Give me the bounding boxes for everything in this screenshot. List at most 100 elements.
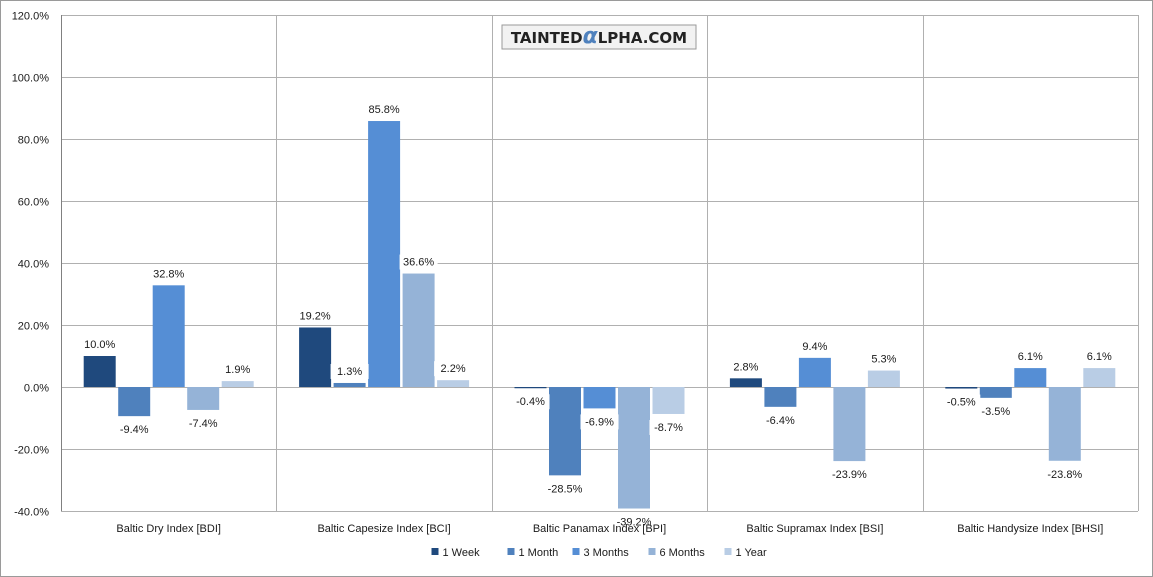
y-tick-label: 40.0% <box>18 259 49 271</box>
data-label: 2.2% <box>441 363 466 375</box>
data-label: -23.8% <box>1047 469 1082 481</box>
category-label: Baltic Handysize Index [BHSI] <box>957 523 1103 535</box>
data-label: -28.5% <box>548 483 583 495</box>
legend-label: 6 Months <box>660 547 706 559</box>
data-label: -6.4% <box>766 415 795 427</box>
data-label: -6.9% <box>585 416 614 428</box>
data-label-bg <box>615 514 653 530</box>
legend-swatch <box>572 548 580 555</box>
data-label: 85.8% <box>368 104 399 116</box>
data-label-bg <box>546 481 584 497</box>
legend-swatch <box>648 548 656 555</box>
bar-6-months <box>618 387 650 509</box>
data-label-bg <box>942 394 981 410</box>
data-label: 2.8% <box>733 361 758 373</box>
data-label-bg <box>399 254 438 270</box>
bar-1-year <box>221 381 254 387</box>
legend-label: 1 Year <box>736 547 768 559</box>
data-label-bg <box>184 415 223 431</box>
bar-3-months <box>798 357 831 387</box>
data-label-bg <box>115 422 154 438</box>
bar-1-month <box>549 387 581 476</box>
grid-layer <box>61 15 1139 512</box>
data-label-bg <box>580 414 619 430</box>
data-label: 9.4% <box>802 341 827 353</box>
category-label: Baltic Capesize Index [BCI] <box>317 523 450 535</box>
data-label: 1.9% <box>225 364 250 376</box>
y-tick-label: 80.0% <box>18 135 49 147</box>
y-tick-label: 20.0% <box>18 321 49 333</box>
legend-swatch <box>724 548 732 555</box>
y-tick-label: 60.0% <box>18 197 49 209</box>
bar-3-months <box>1014 368 1047 387</box>
data-label: 6.1% <box>1018 351 1043 363</box>
data-label-bg <box>1011 349 1050 365</box>
bar-1-week <box>83 356 116 387</box>
category-label: Baltic Panamax Index [BPI] <box>533 523 666 535</box>
data-label-bg <box>830 467 869 483</box>
data-label-bg <box>365 102 404 118</box>
data-label-bg <box>726 359 765 375</box>
watermark-logo: TAINTEDαLPHA.COM <box>501 24 697 50</box>
data-label-bg <box>434 361 473 377</box>
legend-label: 1 Week <box>443 547 481 559</box>
bar-1-month <box>979 387 1012 398</box>
bar-6-months <box>402 273 435 387</box>
legend-swatch <box>507 548 515 555</box>
data-label-bg <box>1045 466 1084 482</box>
data-label: -9.4% <box>120 424 149 436</box>
bar-3-months <box>152 285 185 387</box>
bar-3-months <box>583 387 616 409</box>
data-label: -39.2% <box>617 517 652 529</box>
data-label: 36.6% <box>403 257 434 269</box>
data-label: -7.4% <box>189 418 218 430</box>
data-label: -0.5% <box>947 397 976 409</box>
data-label: 5.3% <box>871 354 896 366</box>
bar-6-months <box>187 387 220 410</box>
y-tick-label: 120.0% <box>12 11 50 23</box>
bar-1-year <box>437 380 470 387</box>
bar-6-months <box>1048 387 1081 461</box>
data-label: 19.2% <box>299 310 330 322</box>
data-label-bg <box>761 412 800 428</box>
bar-1-week <box>299 327 332 387</box>
data-label-bg <box>649 419 688 435</box>
legend-label: 3 Months <box>584 547 630 559</box>
legend: 1 Week 1 Month 3 Months 6 Months 1 Year <box>431 547 768 559</box>
data-label-bg <box>149 266 188 282</box>
data-label-bg <box>1080 349 1119 365</box>
data-label-bg <box>296 308 335 324</box>
bar-1-week <box>729 378 762 387</box>
bar-1-month <box>764 387 797 407</box>
bar-3-months <box>368 121 401 388</box>
watermark-text: TAINTEDαLPHA.COM <box>511 24 687 49</box>
bar-1-week <box>945 387 978 389</box>
data-label-bg <box>80 337 119 352</box>
category-label: Baltic Supramax Index [BSI] <box>746 523 883 535</box>
category-label: Baltic Dry Index [BDI] <box>116 523 221 535</box>
data-label-bg <box>218 362 257 378</box>
bars-layer <box>83 121 1116 509</box>
y-tick-label: 0.0% <box>24 383 49 395</box>
bar-1-month <box>333 382 366 387</box>
data-labels-layer: 10.0% -9.4% 32.8% -7.4% 1.9% 19.2% 1.3% 85.8% 36… <box>80 102 1119 530</box>
watermark-alpha: α <box>583 24 599 49</box>
y-tick-label: -20.0% <box>14 445 49 457</box>
data-label-bg <box>976 403 1015 419</box>
data-label: 1.3% <box>337 366 362 378</box>
bar-1-month <box>118 387 151 417</box>
data-label: 32.8% <box>153 268 184 280</box>
bar-1-week <box>514 387 547 389</box>
data-label-bg <box>511 394 550 410</box>
data-label: -3.5% <box>981 406 1010 418</box>
bar-1-year <box>1083 368 1116 387</box>
legend-swatch <box>431 548 439 555</box>
legend-label: 1 Month <box>519 547 559 559</box>
data-label: 10.0% <box>84 339 115 351</box>
y-tick-label: 100.0% <box>12 73 50 85</box>
data-label: 6.1% <box>1087 351 1112 363</box>
data-label: -0.4% <box>516 396 545 408</box>
y-tick-label: -40.0% <box>14 507 49 519</box>
